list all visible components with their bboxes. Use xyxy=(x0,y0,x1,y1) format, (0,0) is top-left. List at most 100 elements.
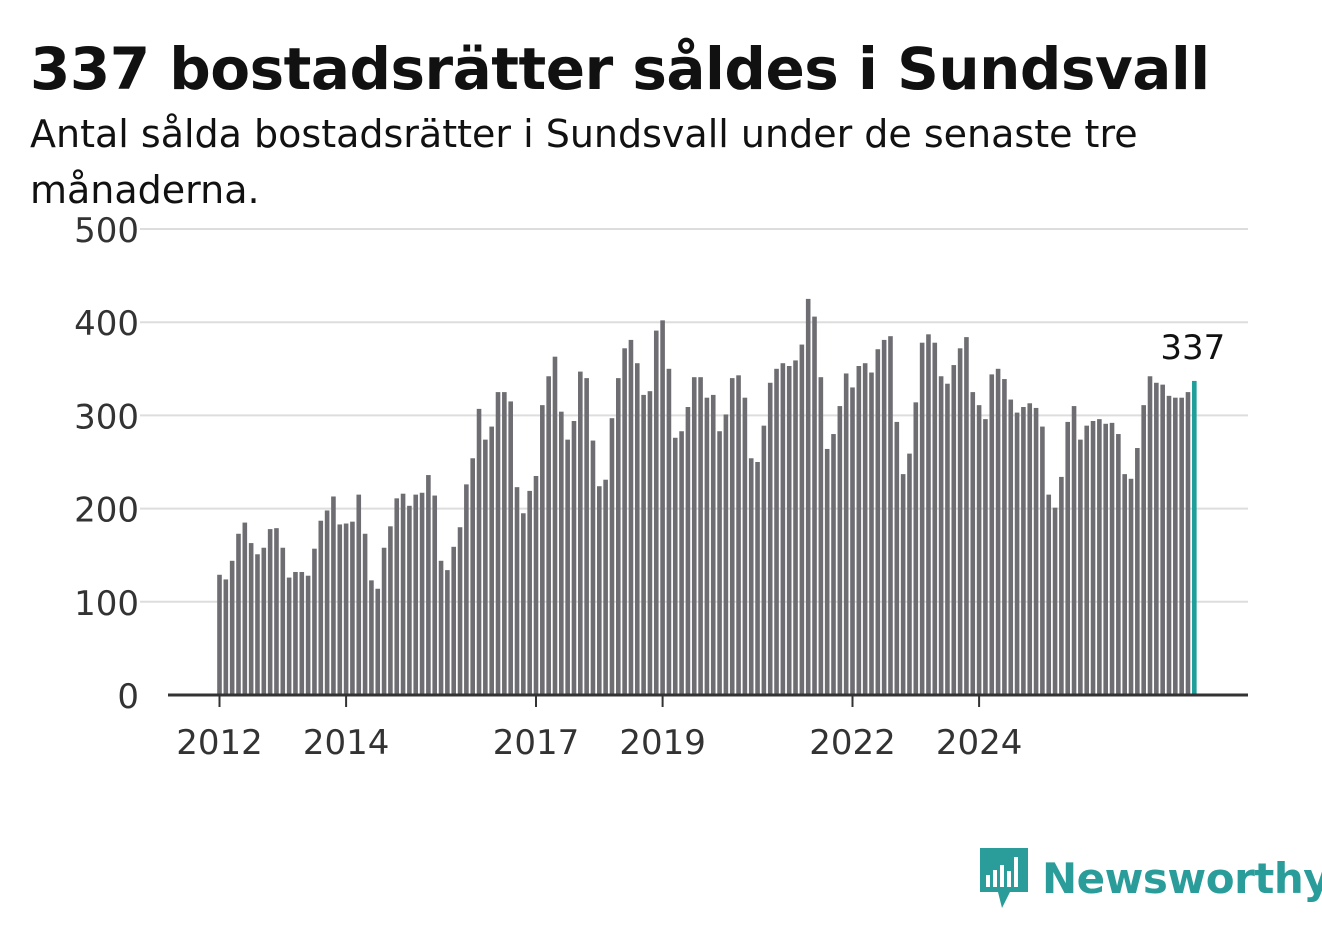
bar xyxy=(508,401,513,695)
brand: Newsworthy xyxy=(980,848,1322,908)
bar xyxy=(723,414,729,695)
bar xyxy=(1173,397,1178,695)
bar xyxy=(1046,494,1052,695)
bar xyxy=(274,528,279,695)
newsworthy-logo-icon xyxy=(980,848,1028,908)
bar xyxy=(1109,422,1115,695)
bar xyxy=(704,397,710,695)
chart-subtitle: Antal sålda bostadsrätter i Sundsvall un… xyxy=(30,112,1138,212)
bar xyxy=(938,376,944,695)
bar xyxy=(540,405,545,695)
y-tick-label: 500 xyxy=(74,211,139,251)
bar xyxy=(514,487,520,695)
bar xyxy=(445,570,450,695)
bar xyxy=(495,392,501,695)
bar xyxy=(1154,382,1159,695)
bar xyxy=(1008,399,1014,695)
bar xyxy=(888,336,893,695)
latest-value-label: 337 xyxy=(1160,328,1225,368)
bar xyxy=(850,387,855,695)
bar xyxy=(615,378,621,695)
bar xyxy=(502,392,507,695)
x-tick-label: 2019 xyxy=(619,723,706,763)
bar xyxy=(369,580,374,695)
bar xyxy=(875,349,881,695)
bar xyxy=(717,431,722,695)
bar xyxy=(1021,407,1026,695)
bar xyxy=(926,334,931,695)
y-tick-label: 200 xyxy=(74,491,139,531)
y-tick-label: 400 xyxy=(74,304,139,344)
bar xyxy=(793,360,798,695)
bar xyxy=(394,498,400,695)
bar xyxy=(983,419,988,695)
bar xyxy=(343,523,349,695)
bar xyxy=(356,494,362,695)
y-tick-label: 0 xyxy=(117,677,139,717)
bar xyxy=(856,366,862,695)
bar xyxy=(242,522,248,695)
bar xyxy=(362,533,368,695)
bar xyxy=(742,397,748,695)
bar xyxy=(970,392,976,695)
bar xyxy=(1033,407,1039,695)
bar xyxy=(350,521,355,695)
bar xyxy=(919,342,925,695)
bar xyxy=(1027,403,1033,695)
bar xyxy=(634,363,640,695)
bar xyxy=(413,494,419,695)
bar xyxy=(736,375,741,695)
bar xyxy=(1122,474,1127,695)
bar xyxy=(1147,376,1153,695)
bar xyxy=(223,579,229,695)
bar xyxy=(312,548,317,695)
bar xyxy=(476,408,482,695)
bar xyxy=(748,458,754,695)
bar xyxy=(869,372,874,695)
bar xyxy=(831,434,836,695)
bar xyxy=(913,402,919,695)
bar xyxy=(432,495,438,695)
bar xyxy=(451,546,457,695)
bar xyxy=(995,368,1001,695)
y-tick-label: 100 xyxy=(74,584,139,624)
bar xyxy=(438,560,444,695)
bar xyxy=(843,373,849,695)
bar xyxy=(1014,412,1020,695)
bar xyxy=(305,575,311,695)
bar xyxy=(571,420,577,695)
bar xyxy=(647,391,653,695)
bar xyxy=(1141,405,1146,695)
bar xyxy=(255,554,260,695)
bar xyxy=(603,479,608,695)
bar xyxy=(780,363,786,695)
bar xyxy=(812,316,817,695)
bar-latest xyxy=(1192,380,1197,695)
bar xyxy=(280,547,286,695)
bar xyxy=(951,365,957,695)
bar xyxy=(318,520,324,695)
bar xyxy=(1166,395,1172,695)
bar xyxy=(1160,384,1165,695)
bar xyxy=(400,493,406,695)
bar xyxy=(267,529,273,695)
bar xyxy=(578,371,583,695)
bar xyxy=(546,376,551,695)
bar xyxy=(299,571,305,695)
bar xyxy=(837,406,843,695)
bar xyxy=(805,298,811,695)
bar xyxy=(552,356,558,695)
bar xyxy=(1090,420,1096,695)
x-tick-label: 2024 xyxy=(936,723,1023,763)
bar xyxy=(533,475,539,695)
bar xyxy=(729,378,735,695)
bar xyxy=(932,342,938,695)
bar xyxy=(286,577,292,695)
bar xyxy=(767,382,773,695)
bar xyxy=(761,425,767,695)
bar xyxy=(1052,507,1058,695)
brand-name: Newsworthy xyxy=(1042,853,1322,903)
bar xyxy=(217,574,222,695)
bar xyxy=(489,426,494,695)
